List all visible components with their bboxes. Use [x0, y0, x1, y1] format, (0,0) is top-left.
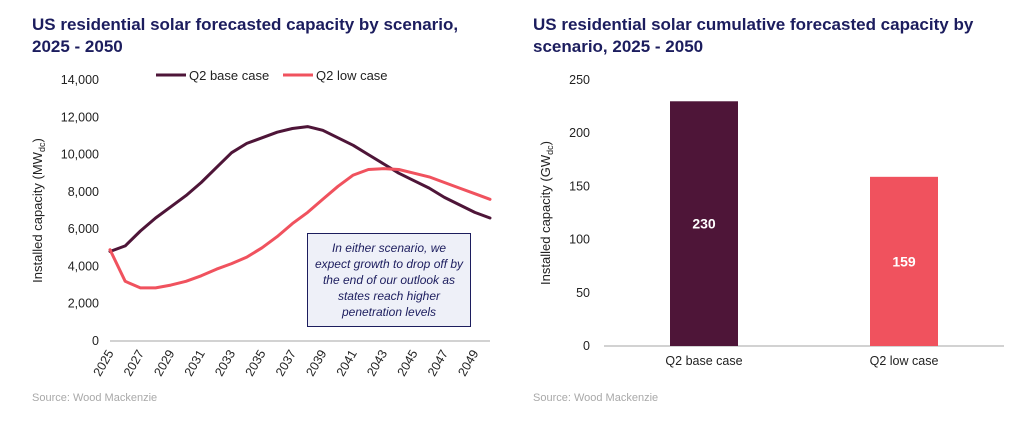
y-tick-label: 200: [569, 126, 590, 140]
series-line-base-case: [108, 125, 492, 253]
series-line-low-case: [108, 167, 492, 290]
y-tick-label: 250: [569, 73, 590, 87]
left-chart-title: US residential solar forecasted capacity…: [32, 15, 459, 56]
right-chart-title: US residential solar cumulative forecast…: [533, 15, 974, 56]
bar-value-label: 230: [692, 216, 716, 232]
chart-annotation: In either scenario, we expect growth to …: [307, 233, 471, 327]
y-axis-title: Installed capacity (GWdc): [538, 141, 555, 285]
legend-label: Q2 base case: [189, 68, 269, 83]
y-tick-label: 100: [569, 233, 590, 247]
y-tick-label: 4,000: [68, 259, 99, 273]
right-source-note: Source: Wood Mackenzie: [533, 392, 659, 404]
bar-base-case: [670, 101, 738, 346]
y-tick-label: 8,000: [68, 185, 99, 199]
bar-value-label: 159: [892, 253, 916, 269]
left-source-note: Source: Wood Mackenzie: [32, 392, 158, 404]
legend-label: Q2 low case: [316, 68, 388, 83]
y-tick-label: 6,000: [68, 222, 99, 236]
x-category-label: Q2 base case: [665, 354, 742, 368]
y-tick-label: 50: [576, 286, 590, 300]
y-tick-label: 2,000: [68, 297, 99, 311]
y-tick-label: 150: [569, 179, 590, 193]
x-category-label: Q2 low case: [870, 354, 939, 368]
y-tick-label: 10,000: [61, 148, 99, 162]
y-tick-label: 14,000: [61, 73, 99, 87]
y-tick-label: 12,000: [61, 110, 99, 124]
y-tick-label: 0: [583, 339, 590, 353]
bar-low-case: [870, 176, 938, 346]
y-axis-title: Installed capacity (MWdc): [30, 138, 47, 283]
y-tick-label: 0: [92, 334, 99, 348]
